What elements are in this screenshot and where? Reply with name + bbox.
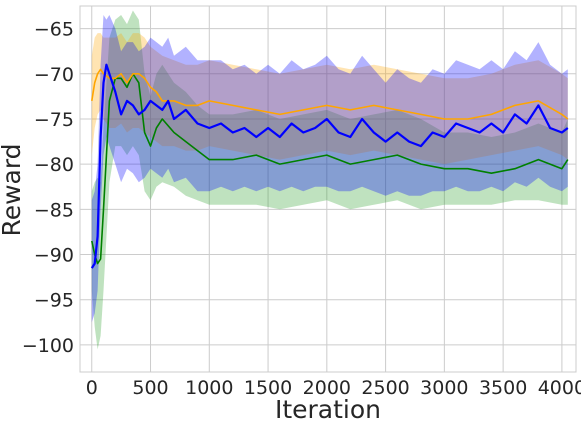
- x-tick-labels: 0 500 1000 1500 2000 2500 3000 3500 4000: [86, 377, 581, 399]
- x-tick-label: 3500: [479, 377, 527, 399]
- y-tick-label: −80: [34, 154, 74, 176]
- x-tick-label: 3000: [420, 377, 468, 399]
- y-tick-label: −65: [34, 19, 74, 41]
- x-tick-label: 0: [86, 377, 98, 399]
- x-tick-label: 1500: [244, 377, 292, 399]
- series-lines: [90, 63, 569, 269]
- plot-area-background: [80, 6, 576, 372]
- y-tick-label: −70: [34, 64, 74, 86]
- x-tick-label: 2000: [303, 377, 351, 399]
- confidence-band-1: [91, 10, 568, 350]
- x-tick-label: 4000: [538, 377, 581, 399]
- y-tick-label: −75: [34, 109, 74, 131]
- series-line-3: [90, 63, 569, 269]
- x-axis-label: Iteration: [275, 395, 381, 424]
- y-tick-label: −90: [34, 245, 74, 267]
- series-line-2: [91, 68, 569, 120]
- confidence-band-3: [91, 15, 568, 323]
- plot-frame: [79, 5, 577, 373]
- x-tick-label: 1000: [185, 377, 233, 399]
- y-tick-labels: −65 −70 −75 −80 −85 −90 −95 −100: [22, 19, 74, 357]
- y-tick-label: −85: [34, 199, 74, 221]
- y-tick-label: −95: [34, 290, 74, 312]
- x-tick-label: 2500: [361, 377, 409, 399]
- y-tick-label: −100: [22, 335, 74, 357]
- y-axis-label: Reward: [0, 143, 26, 236]
- grid: [80, 6, 576, 372]
- x-tick-label: 500: [132, 377, 168, 399]
